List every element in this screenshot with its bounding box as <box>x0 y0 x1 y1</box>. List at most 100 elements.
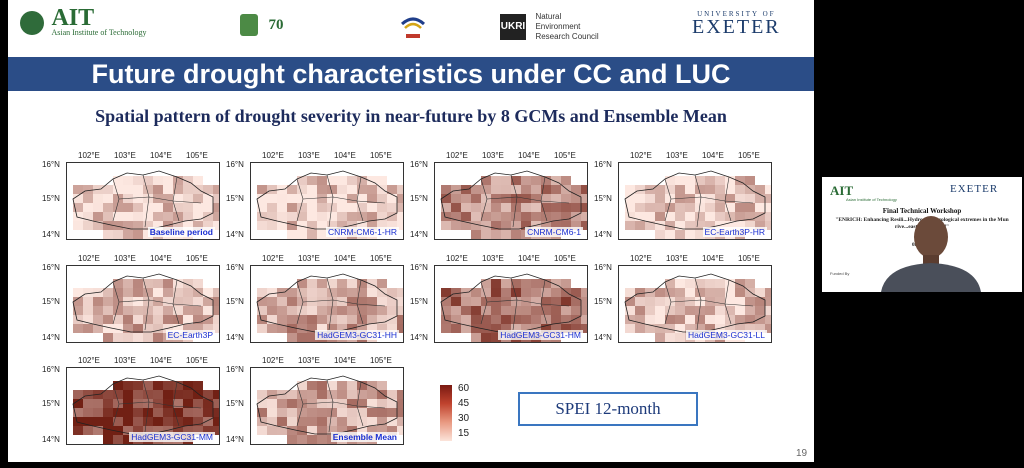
grid-cell <box>307 381 317 390</box>
grid-cell <box>491 315 501 324</box>
grid-cell <box>73 221 83 230</box>
grid-cell <box>213 417 219 426</box>
grid-cell <box>163 176 173 185</box>
grid-cell <box>133 381 143 390</box>
grid-cell <box>377 279 387 288</box>
grid-cell <box>675 230 685 239</box>
grid-cell <box>471 315 481 324</box>
grid-cell <box>387 288 397 297</box>
grid-cell <box>441 288 451 297</box>
grid-cell <box>193 221 203 230</box>
grid-cell <box>491 306 501 315</box>
grid-cell <box>317 185 327 194</box>
grid-cell <box>357 381 367 390</box>
grid-cell <box>337 324 347 333</box>
grid-cell <box>481 324 491 333</box>
grid-cell <box>93 212 103 221</box>
longitude-label: 103°E <box>666 151 688 160</box>
grid-cell <box>347 399 357 408</box>
grid-cell <box>635 185 645 194</box>
grid-cell <box>367 297 377 306</box>
grid-cell <box>735 185 745 194</box>
grid-cell <box>665 315 675 324</box>
grid-cell <box>655 315 665 324</box>
grid-cell <box>73 426 83 435</box>
grid-cell <box>73 324 83 333</box>
grid-cell <box>705 203 715 212</box>
grid-cell <box>521 279 531 288</box>
grid-cell <box>173 426 183 435</box>
latitude-label: 14°N <box>226 333 244 342</box>
grid-cell <box>183 194 193 203</box>
grid-cell <box>655 194 665 203</box>
grid-cell <box>491 279 501 288</box>
grid-cell <box>267 426 277 435</box>
grid-cell <box>501 212 511 221</box>
latitude-label: 14°N <box>42 230 60 239</box>
latitude-label: 14°N <box>226 230 244 239</box>
speaker-video-thumbnail[interactable]: AIT Asian Institute of Technology EXETER… <box>822 177 1022 292</box>
grid-cell <box>735 288 745 297</box>
grid-cell <box>203 203 213 212</box>
grid-cell <box>183 426 193 435</box>
grid-cell <box>501 203 511 212</box>
grid-cell <box>193 176 203 185</box>
grid-cell <box>377 306 387 315</box>
longitude-label: 103°E <box>114 254 136 263</box>
grid-cell <box>715 279 725 288</box>
grid-cell <box>531 176 541 185</box>
grid-cell <box>347 297 357 306</box>
grid-cell <box>277 203 287 212</box>
grid-cell <box>357 212 367 221</box>
grid-cell <box>287 212 297 221</box>
grid-cell <box>257 408 267 417</box>
district-boundary <box>670 196 754 204</box>
longitude-label: 102°E <box>78 254 100 263</box>
grid-cell <box>451 306 461 315</box>
grid-cell <box>531 315 541 324</box>
grid-cell <box>173 212 183 221</box>
grid-cell <box>173 176 183 185</box>
grid-cell <box>83 426 93 435</box>
grid-cell <box>561 324 571 333</box>
grid-cell <box>357 390 367 399</box>
ait-emblem-icon <box>20 10 44 35</box>
grid-cell <box>183 408 193 417</box>
grid-cell <box>327 279 337 288</box>
grid-cell <box>337 279 347 288</box>
grid-cell <box>685 194 695 203</box>
grid-cell <box>625 194 635 203</box>
grid-cell <box>347 315 357 324</box>
grid-cell <box>203 297 213 306</box>
map-canvas <box>256 170 403 239</box>
grid-cell <box>541 185 551 194</box>
grid-cell <box>551 279 561 288</box>
longitude-label: 103°E <box>298 356 320 365</box>
grid-cell <box>297 212 307 221</box>
grid-cell <box>755 297 765 306</box>
grid-cell <box>471 212 481 221</box>
nerc-line-2: Environment <box>535 22 581 31</box>
grid-cell <box>715 212 725 221</box>
grid-cell <box>377 203 387 212</box>
latitude-label: 15°N <box>42 399 60 408</box>
grid-cell <box>581 203 587 212</box>
grid-cell <box>73 390 83 399</box>
slide-title: Future drought characteristics under CC … <box>91 59 731 89</box>
grid-cell <box>287 390 297 399</box>
grid-cell <box>665 324 675 333</box>
grid-cell <box>307 221 317 230</box>
exeter-logo-name: EXETER <box>692 16 781 38</box>
grid-cell <box>153 212 163 221</box>
grid-cell <box>267 324 277 333</box>
grid-cell <box>765 203 771 212</box>
grid-cell <box>531 194 541 203</box>
grid-cell <box>133 297 143 306</box>
grid-cell <box>451 194 461 203</box>
grid-cell <box>685 203 695 212</box>
grid-cell <box>133 399 143 408</box>
grid-cell <box>307 417 317 426</box>
grid-cell <box>297 381 307 390</box>
grid-cell <box>471 297 481 306</box>
longitude-label: 105°E <box>554 254 576 263</box>
